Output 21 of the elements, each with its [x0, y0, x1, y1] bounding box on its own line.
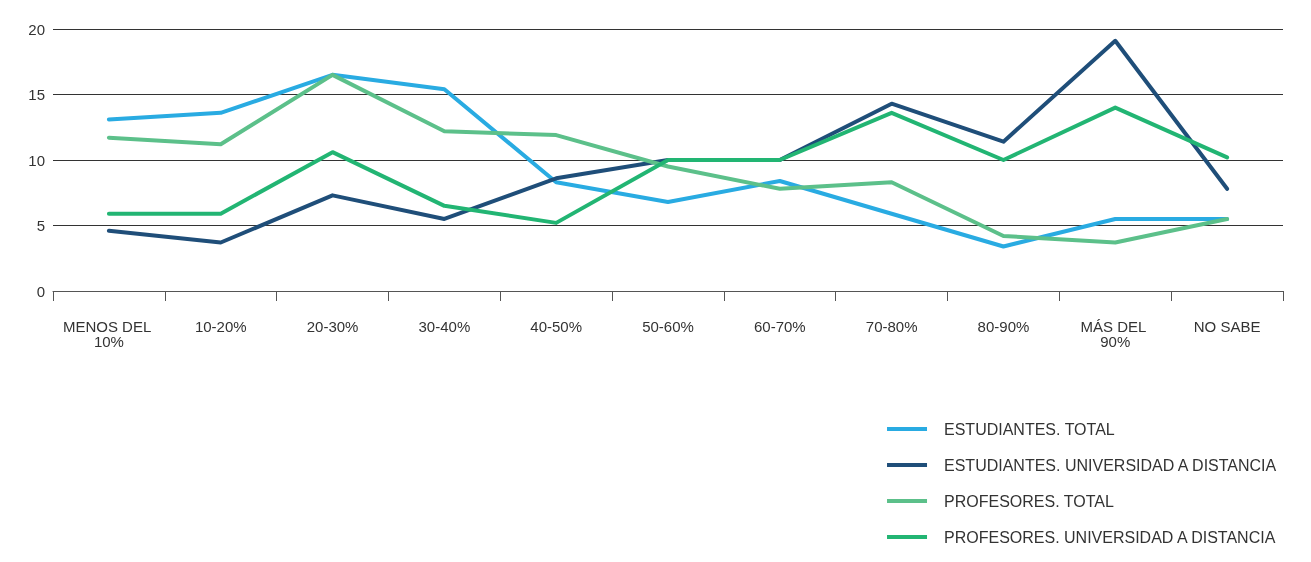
x-tick-label: 80-90%	[977, 318, 1030, 335]
legend-label: PROFESORES. TOTAL	[944, 492, 1114, 510]
line-series	[106, 105, 1230, 225]
y-tick-label: 10	[28, 151, 45, 169]
x-tick-label: 70-80%	[865, 318, 918, 335]
x-tick-label: 30-40%	[418, 318, 471, 335]
x-tick-label: 50-60%	[642, 318, 694, 335]
legend-label: ESTUDIANTES. TOTAL	[944, 420, 1115, 438]
x-tick-label: 20-30%	[306, 318, 359, 335]
x-tick-label: 40-50%	[530, 318, 583, 335]
x-tick-label: 10-20%	[194, 318, 247, 335]
legend-label: ESTUDIANTES. UNIVERSIDAD A DISTANCIA	[944, 456, 1277, 474]
y-tick-label: 15	[28, 86, 45, 103]
x-tick-label: MENOS DEL 10%	[62, 318, 155, 350]
x-tick-label: NO SABE	[1193, 318, 1261, 335]
x-tick-label: 60-70%	[753, 318, 806, 335]
x-tick-label: MÁS DEL 90%	[1080, 318, 1151, 350]
y-tick-label: 0	[36, 282, 45, 300]
y-tick-label: 20	[28, 20, 45, 38]
y-tick-label: 5	[36, 217, 45, 234]
legend-label: PROFESORES. UNIVERSIDAD A DISTANCIA	[944, 528, 1276, 546]
